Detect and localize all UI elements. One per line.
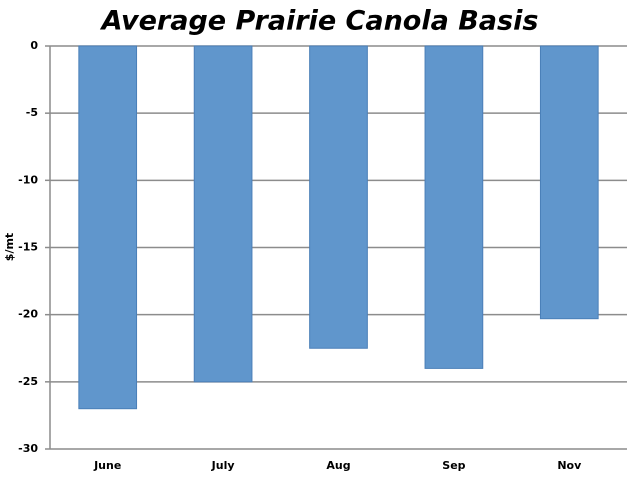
y-tick-label: -20 xyxy=(18,308,38,321)
y-tick-label: -30 xyxy=(18,442,38,455)
x-tick-label: Aug xyxy=(326,459,350,472)
y-tick-label: -5 xyxy=(26,106,38,119)
bar xyxy=(424,45,484,369)
x-tick-label: Sep xyxy=(442,459,465,472)
y-tick-label: -10 xyxy=(18,173,38,186)
x-tick-label: July xyxy=(211,459,235,472)
bar xyxy=(539,45,599,320)
x-tick-label: June xyxy=(93,459,121,472)
bar xyxy=(193,45,253,383)
bar xyxy=(309,45,368,349)
y-tick-label: -25 xyxy=(18,375,38,388)
bar xyxy=(78,45,138,410)
x-tick-label: Nov xyxy=(557,459,582,472)
y-tick-label: -15 xyxy=(18,241,38,254)
y-axis-label: $/mt xyxy=(3,233,16,261)
y-tick-label: 0 xyxy=(30,39,38,52)
chart-title: Average Prairie Canola Basis xyxy=(100,6,539,37)
